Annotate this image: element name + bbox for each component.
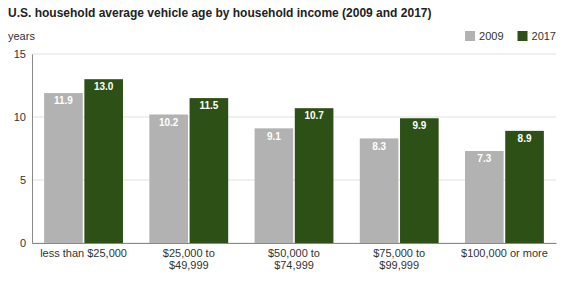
y-tick-label: 0 <box>20 237 26 249</box>
x-tick: $100,000 or more <box>461 243 548 259</box>
y-tick: 15 <box>14 48 32 60</box>
bar <box>465 151 504 243</box>
x-tick-label-line: $50,000 to <box>268 247 320 259</box>
data-label: 13.0 <box>94 81 114 92</box>
grid-line <box>32 54 556 55</box>
x-tick-label: $100,000 or more <box>461 247 548 259</box>
legend-label: 2017 <box>532 30 556 42</box>
data-label: 8.3 <box>372 141 386 152</box>
legend: 2009 2017 <box>465 30 556 42</box>
x-tick-label: $75,000 to$99,999 <box>373 247 425 272</box>
legend-item: 2017 <box>518 30 556 42</box>
x-tick-label: less than $25,000 <box>40 247 127 259</box>
data-label: 8.9 <box>518 133 532 144</box>
data-label: 9.9 <box>412 120 426 131</box>
y-tick: 10 <box>14 111 32 123</box>
bar <box>295 108 334 243</box>
title: U.S. household average vehicle age by ho… <box>8 6 431 20</box>
bar <box>149 114 188 243</box>
y-tick: 0 <box>20 237 32 249</box>
chart: U.S. household average vehicle age by ho… <box>0 0 568 281</box>
x-tick: $25,000 to$49,999 <box>163 243 215 271</box>
x-tick: less than $25,000 <box>40 243 127 259</box>
bar <box>44 93 83 243</box>
bar <box>84 79 123 243</box>
y-tick: 5 <box>20 174 32 186</box>
legend-item: 2009 <box>465 30 503 42</box>
data-label: 10.2 <box>159 117 179 128</box>
x-tick-label-line: less than $25,000 <box>40 247 127 259</box>
x-tick-label: $25,000 to$49,999 <box>163 247 215 272</box>
y-axis-title: years <box>8 30 35 42</box>
x-tick-label-line: $74,999 <box>274 259 314 271</box>
bars <box>44 79 544 243</box>
x-tick-label-line: $100,000 or more <box>461 247 548 259</box>
grid <box>32 54 556 243</box>
data-label: 7.3 <box>477 153 491 164</box>
x-axis: less than $25,000 $25,000 to$49,999 $50,00… <box>33 243 557 271</box>
data-label: 9.1 <box>267 131 281 142</box>
x-tick: $50,000 to$74,999 <box>268 243 320 271</box>
y-tick-label: 5 <box>20 174 26 186</box>
data-label: 11.9 <box>54 95 73 106</box>
data-label: 11.5 <box>199 100 218 111</box>
x-axis-line <box>33 243 557 244</box>
data-labels: 11.9 10.2 9.1 8.3 7.3 13.0 11.5 10.7 9.9 8.9 <box>54 81 532 164</box>
legend-swatch <box>518 31 528 41</box>
bar <box>255 128 294 243</box>
bar <box>360 138 399 243</box>
x-tick-label-line: $25,000 to <box>163 247 215 259</box>
data-label: 10.7 <box>304 110 324 121</box>
x-tick: $75,000 to$99,999 <box>373 243 425 271</box>
x-tick-label-line: $49,999 <box>169 259 209 271</box>
bar <box>505 131 544 243</box>
y-tick-label: 10 <box>14 111 26 123</box>
y-axis-line <box>32 55 33 244</box>
x-tick-label-line: $99,999 <box>379 259 419 271</box>
bar <box>400 118 439 243</box>
y-axis: 0 5 10 15 <box>14 48 33 249</box>
y-tick-label: 15 <box>14 48 26 60</box>
bar <box>190 98 229 243</box>
legend-swatch <box>465 31 475 41</box>
legend-label: 2009 <box>479 30 503 42</box>
x-tick-label: $50,000 to$74,999 <box>268 247 320 272</box>
x-tick-label-line: $75,000 to <box>373 247 425 259</box>
